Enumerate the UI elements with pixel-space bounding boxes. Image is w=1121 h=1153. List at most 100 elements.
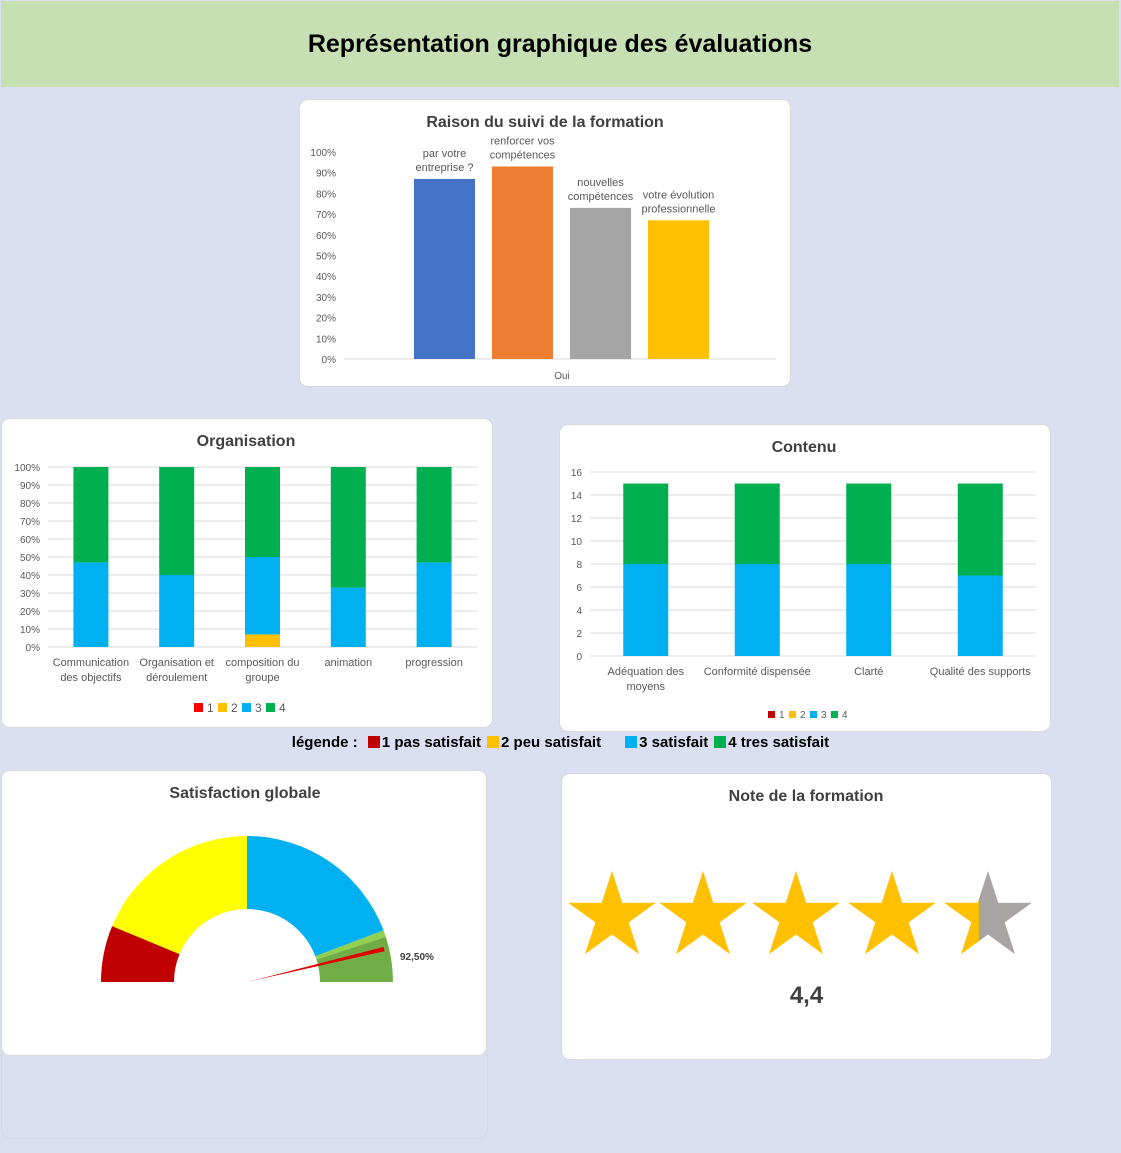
bar-segment — [159, 467, 195, 575]
chart-satisfaction-svg: Satisfaction globale 92,50% — [101, 785, 434, 982]
page-title: Représentation graphique des évaluations — [307, 29, 813, 58]
legend-swatch — [242, 703, 251, 712]
star-icon — [568, 871, 656, 955]
bar-segment — [957, 483, 1003, 576]
y-tick-label: 6 — [576, 583, 582, 594]
y-tick-label: 80% — [316, 189, 336, 200]
y-tick-label: 10 — [571, 537, 583, 548]
bar-segment — [330, 467, 366, 588]
y-tick-label: 100% — [310, 148, 336, 159]
x-tick-label: Organisation et — [139, 657, 214, 669]
x-tick-label: progression — [405, 657, 462, 669]
bar — [414, 178, 475, 359]
bar-segment — [416, 467, 452, 563]
y-tick-label: 2 — [576, 629, 582, 640]
bar-data-label: votre évolution — [643, 189, 715, 201]
bar-segment — [73, 467, 109, 563]
x-tick-label: animation — [324, 657, 372, 669]
y-tick-label: 30% — [20, 589, 40, 600]
x-tick-label: moyens — [626, 681, 665, 693]
y-tick-label: 40% — [316, 272, 336, 283]
y-tick-label: 8 — [576, 560, 582, 571]
legend-swatch — [487, 736, 500, 749]
bar-segment — [734, 564, 780, 656]
gauge-value-label: 92,50% — [400, 952, 434, 963]
chart-title: Raison du suivi de la formation — [426, 114, 663, 131]
y-tick-label: 50% — [20, 553, 40, 564]
legend-swatch — [810, 711, 817, 718]
legend-swatch — [831, 711, 838, 718]
chart-raison-card: Raison du suivi de la formation 0% 10% 20% 3… — [299, 99, 791, 387]
star-icon — [848, 871, 936, 955]
bar-segment — [330, 587, 366, 647]
legend-swatch — [367, 736, 380, 749]
y-tick-label: 4 — [576, 606, 582, 617]
legend-label: 4 — [842, 710, 848, 721]
bar-segment — [73, 562, 109, 647]
chart-title: Satisfaction globale — [169, 785, 320, 802]
bar-data-label: professionnelle — [642, 203, 716, 215]
gauge-needle — [247, 946, 385, 982]
y-axis: 0% 10% 20% 30% 40% 50% 60% 70% 80% 90% 100% — [310, 148, 336, 366]
y-tick-label: 10% — [316, 334, 336, 345]
page-header: Représentation graphique des évaluations — [1, 1, 1119, 87]
y-tick-label: 20% — [316, 314, 336, 325]
x-tick-label: composition du — [226, 657, 300, 669]
bar-data-label: compétences — [568, 191, 634, 203]
chart-title: Organisation — [197, 433, 296, 450]
x-tick-label: Qualité des supports — [930, 666, 1031, 678]
legend-label: 4 — [279, 701, 286, 715]
legend-swatch — [789, 711, 796, 718]
y-tick-label: 100% — [14, 463, 40, 474]
chart-satisfaction-card: Satisfaction globale 92,50% — [1, 770, 487, 1056]
chart-title: Contenu — [772, 439, 837, 456]
bar-segment — [957, 575, 1003, 656]
bar-data-label: compétences — [490, 149, 556, 161]
star-icon — [659, 871, 747, 955]
x-tick-label: des objectifs — [60, 672, 122, 684]
y-tick-label: 80% — [20, 499, 40, 510]
legend-swatch — [625, 736, 638, 749]
legend-label: 2 — [231, 701, 238, 715]
chart-organisation-card: Organisation 0% 10% 20% 30% 40% 50% 60% 70% 80% 90… — [1, 418, 493, 728]
x-tick-label: déroulement — [146, 672, 207, 684]
bar-segment — [846, 564, 892, 656]
bar-segment — [734, 483, 780, 564]
bar-data-label: renforcer vos — [490, 135, 555, 147]
chart-note-card: Note de la formation 4,4 — [561, 773, 1052, 1060]
legend-label: 2 peu satisfait — [501, 733, 602, 751]
y-tick-label: 70% — [20, 517, 40, 528]
legend-label: 3 — [821, 710, 827, 721]
x-tick-label: Clarté — [854, 666, 883, 678]
x-tick-label: Communication — [53, 657, 129, 669]
legend-label: 3 satisfait — [639, 733, 709, 751]
y-tick-label: 40% — [20, 571, 40, 582]
bar-segment — [846, 483, 892, 564]
gauge-segment — [112, 836, 247, 955]
legend-swatch — [218, 703, 227, 712]
empty-panel — [1, 1054, 488, 1139]
y-tick-label: 16 — [571, 468, 583, 479]
gauge-segment — [247, 836, 384, 957]
y-tick-label: 60% — [316, 231, 336, 242]
gauge-segment — [101, 926, 180, 982]
legend-swatch — [194, 703, 203, 712]
bar-segment — [159, 575, 195, 647]
bar-data-label: entreprise ? — [415, 162, 473, 174]
x-tick-label: Adéquation des — [608, 666, 685, 678]
y-tick-label: 90% — [20, 481, 40, 492]
y-tick-label: 70% — [316, 210, 336, 221]
legend-label: 1 pas satisfait — [381, 733, 482, 751]
gauge-segment — [316, 936, 393, 982]
legend-label: 1 — [207, 701, 214, 715]
legend-label: 1 — [779, 710, 785, 721]
x-tick-label: Conformité dispensée — [704, 666, 811, 678]
y-tick-label: 50% — [316, 252, 336, 263]
y-tick-label: 10% — [20, 625, 40, 636]
gauge-segment — [315, 930, 386, 960]
chart-note-svg: Note de la formation — [568, 788, 1032, 955]
y-tick-label: 0% — [322, 355, 337, 366]
legend-prefix: légende : — [291, 733, 358, 751]
bar-data-label: par votre — [423, 148, 466, 160]
